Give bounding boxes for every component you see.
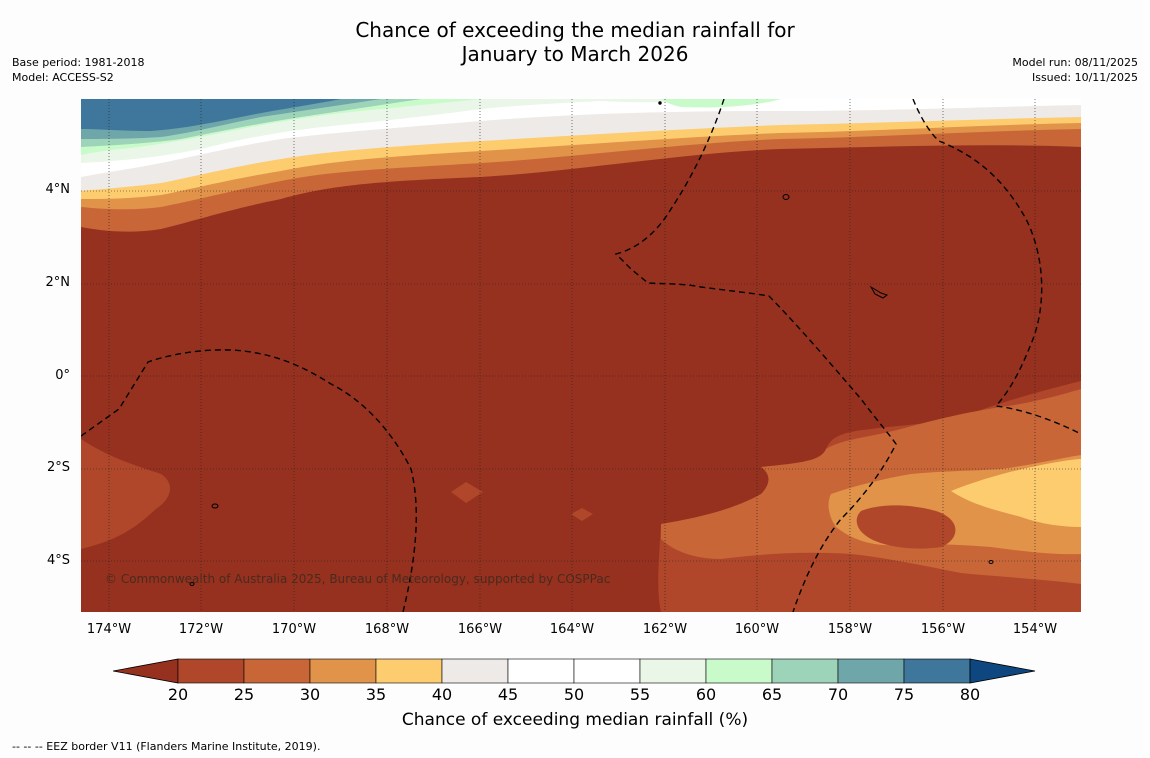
cb-tick-75: 75 <box>893 685 915 704</box>
lat-label-4n: 4°N <box>45 182 71 197</box>
zone-35-40-southeast <box>951 459 1081 527</box>
cb-tick-35: 35 <box>365 685 387 704</box>
zone-75-80-north <box>81 99 341 131</box>
lon-label-156w: 156°W <box>920 622 966 637</box>
zone-60-65-north-b <box>661 99 781 108</box>
islands <box>189 101 994 586</box>
colorbar-bin-25-30 <box>243 658 311 684</box>
colorbar-bin-75-80 <box>903 658 971 684</box>
colorbar <box>113 658 1036 684</box>
lon-label-154w: 154°W <box>1012 622 1058 637</box>
lon-label-174w: 174°W <box>86 622 132 637</box>
cb-tick-30: 30 <box>299 685 321 704</box>
colorbar-over-arrow <box>969 658 1036 684</box>
cb-tick-25: 25 <box>233 685 255 704</box>
map-title: Chance of exceeding the median rainfall … <box>0 18 1150 66</box>
cb-tick-80: 80 <box>959 685 981 704</box>
base-period: Base period: 1981-2018 <box>12 56 145 69</box>
meta-left: Base period: 1981-2018 Model: ACCESS-S2 <box>12 55 144 85</box>
cb-tick-20: 20 <box>167 685 189 704</box>
eez-footnote: -- -- -- EEZ border V11 (Flanders Marine… <box>12 740 321 753</box>
cb-tick-70: 70 <box>827 685 849 704</box>
colorbar-bin-30-35 <box>309 658 377 684</box>
lon-label-164w: 164°W <box>549 622 595 637</box>
cb-tick-65: 65 <box>761 685 783 704</box>
colorbar-bin-35-40 <box>375 658 443 684</box>
lon-label-170w: 170°W <box>271 622 317 637</box>
title-line-1: Chance of exceeding the median rainfall … <box>355 18 795 42</box>
lat-label-4s: 4°S <box>46 553 70 568</box>
zone-20-25-southeast-pocket <box>856 505 956 549</box>
colorbar-bin-60-65 <box>705 658 773 684</box>
colorbar-bin-55-60 <box>639 658 707 684</box>
lon-label-168w: 168°W <box>364 622 410 637</box>
zone-20-25-diamond-2 <box>571 508 593 521</box>
colorbar-under-arrow <box>113 658 179 684</box>
colorbar-bin-70-75 <box>837 658 905 684</box>
colorbar-bin-65-70 <box>771 658 839 684</box>
issued-date: Issued: 10/11/2025 <box>1031 71 1138 84</box>
title-line-2: January to March 2026 <box>461 42 689 66</box>
lon-label-172w: 172°W <box>178 622 224 637</box>
zone-20-25-southwest <box>81 439 171 549</box>
colorbar-bin-20-25 <box>177 658 245 684</box>
cb-tick-50: 50 <box>563 685 585 704</box>
lat-label-0: 0° <box>55 368 70 383</box>
lat-label-2s: 2°S <box>46 460 70 475</box>
rainfall-map <box>81 99 1081 612</box>
colorbar-label: Chance of exceeding median rainfall (%) <box>401 710 749 730</box>
lon-label-160w: 160°W <box>734 622 780 637</box>
lon-label-162w: 162°W <box>642 622 688 637</box>
model-run: Model run: 08/11/2025 <box>1012 56 1138 69</box>
copyright-notice: © Commonwealth of Australia 2025, Bureau… <box>105 572 611 586</box>
lon-label-166w: 166°W <box>457 622 503 637</box>
model-name: Model: ACCESS-S2 <box>12 71 114 84</box>
cb-tick-45: 45 <box>497 685 519 704</box>
colorbar-bin-50-55 <box>573 658 641 684</box>
colorbar-bin-45-50 <box>507 658 575 684</box>
eez-borders <box>81 99 1081 612</box>
cb-tick-60: 60 <box>695 685 717 704</box>
colorbar-bin-40-45 <box>441 658 509 684</box>
lon-label-158w: 158°W <box>827 622 873 637</box>
lat-label-2n: 2°N <box>45 275 71 290</box>
zone-20-25-diamond-1 <box>451 482 483 503</box>
cb-tick-40: 40 <box>431 685 453 704</box>
cb-tick-55: 55 <box>629 685 651 704</box>
meta-right: Model run: 08/11/2025 Issued: 10/11/2025 <box>1012 55 1138 85</box>
